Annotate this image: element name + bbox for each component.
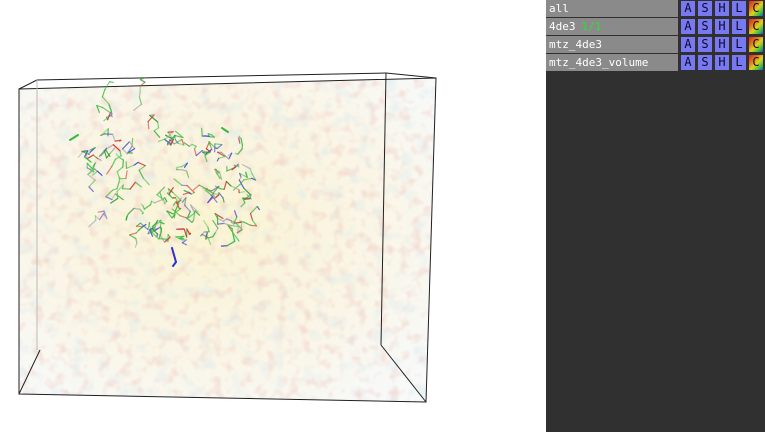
object-row-all[interactable]: all A S H L C [546, 0, 765, 17]
density-map [19, 78, 436, 402]
object-name[interactable]: all [546, 0, 679, 17]
hide-button[interactable]: H [714, 54, 730, 71]
protein-model [69, 77, 260, 267]
molecular-viewport[interactable] [0, 0, 546, 432]
action-button[interactable]: A [680, 18, 696, 35]
color-button[interactable]: C [748, 54, 764, 71]
object-panel: all A S H L C 4de3 1/1 A S H L C mtz_4de3… [546, 0, 765, 432]
label-button[interactable]: L [731, 36, 747, 53]
label-button[interactable]: L [731, 54, 747, 71]
hide-button[interactable]: H [714, 36, 730, 53]
object-name[interactable]: mtz_4de3_volume [546, 54, 679, 71]
object-row-4de3[interactable]: 4de3 1/1 A S H L C [546, 18, 765, 35]
color-button[interactable]: C [748, 0, 764, 17]
action-button[interactable]: A [680, 36, 696, 53]
show-button[interactable]: S [697, 54, 713, 71]
object-row-mtz-4de3-volume[interactable]: mtz_4de3_volume A S H L C [546, 54, 765, 71]
object-name[interactable]: mtz_4de3 [546, 36, 679, 53]
unit-cell-box [18, 72, 437, 403]
label-button[interactable]: L [731, 0, 747, 17]
action-button[interactable]: A [680, 0, 696, 17]
action-button[interactable]: A [680, 54, 696, 71]
hide-button[interactable]: H [714, 18, 730, 35]
show-button[interactable]: S [697, 36, 713, 53]
object-state: 1/1 [581, 20, 602, 33]
show-button[interactable]: S [697, 0, 713, 17]
object-row-mtz-4de3[interactable]: mtz_4de3 A S H L C [546, 36, 765, 53]
hide-button[interactable]: H [714, 0, 730, 17]
show-button[interactable]: S [697, 18, 713, 35]
label-button[interactable]: L [731, 18, 747, 35]
viewport-scene [18, 72, 437, 403]
color-button[interactable]: C [748, 18, 764, 35]
color-button[interactable]: C [748, 36, 764, 53]
object-name[interactable]: 4de3 1/1 [546, 18, 679, 35]
